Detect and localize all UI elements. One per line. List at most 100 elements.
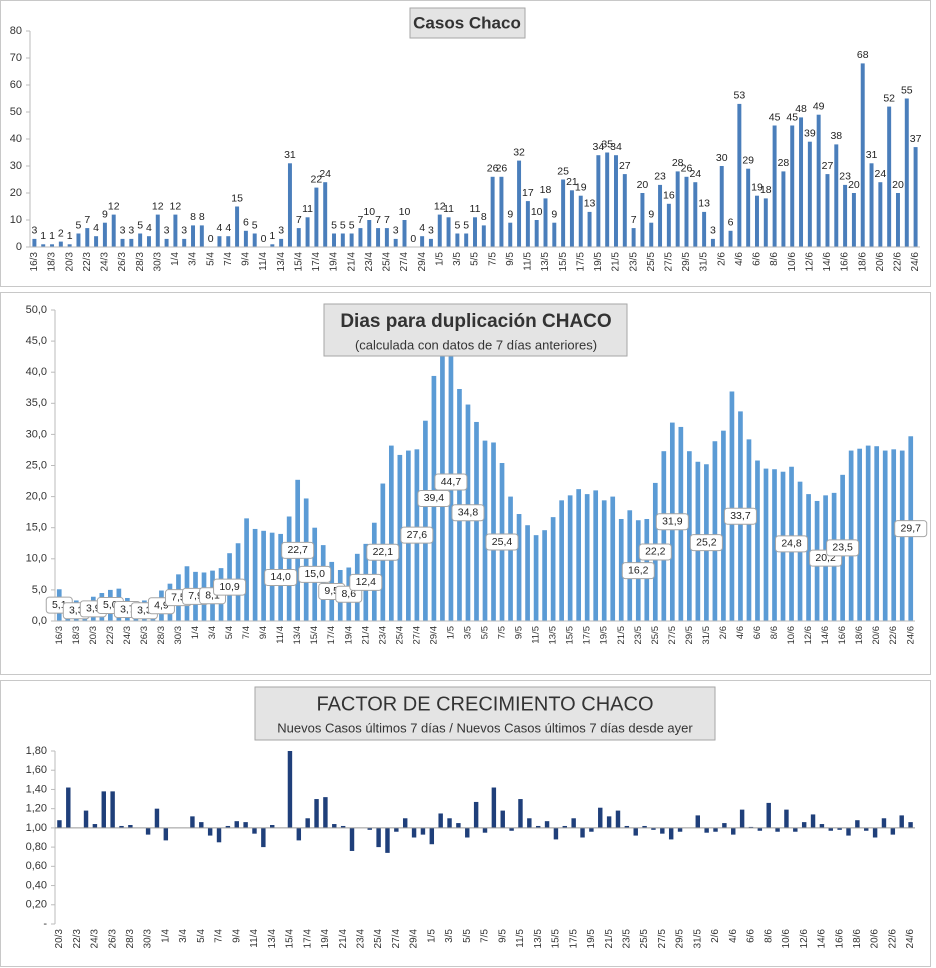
x-tick-label: 14/6 <box>820 626 831 645</box>
x-tick-label: 17/4 <box>302 929 313 949</box>
data-label: 3 <box>120 225 126 237</box>
data-label: 12 <box>152 200 164 212</box>
x-tick-label: 22/6 <box>888 626 899 645</box>
x-tick-label: 19/5 <box>593 252 604 272</box>
data-label: 4 <box>93 222 99 234</box>
x-tick-label: 7/5 <box>487 252 498 266</box>
bar <box>384 228 389 247</box>
data-label: 7 <box>84 214 90 226</box>
bar <box>225 825 231 828</box>
y-tick-label: 30 <box>10 160 22 172</box>
bar <box>446 217 451 247</box>
title-background <box>254 686 716 741</box>
x-tick-label: 1/4 <box>190 626 201 639</box>
bar <box>154 808 160 828</box>
data-label: 23 <box>839 171 851 183</box>
y-tick-label: 70 <box>10 52 22 64</box>
bar <box>660 827 665 834</box>
x-tick-label: 2/6 <box>716 252 727 266</box>
data-label: 7 <box>296 214 302 226</box>
x-tick-label: 24/6 <box>910 252 921 272</box>
bar <box>429 827 435 845</box>
x-tick-label: 22/3 <box>72 929 83 949</box>
data-label: 15 <box>231 192 243 204</box>
y-tick-label: 45,0 <box>26 335 47 347</box>
bar <box>713 827 718 832</box>
data-label-box <box>213 578 247 596</box>
x-tick-label: 24/6 <box>905 929 916 949</box>
data-label: 48 <box>795 103 807 115</box>
bar <box>270 825 275 828</box>
x-tick-label: 20/3 <box>64 252 75 272</box>
data-label: 1 <box>269 230 275 242</box>
data-label: 33,7 <box>730 510 751 522</box>
data-label: 45 <box>769 111 781 123</box>
bar <box>624 825 630 828</box>
x-tick-label: 15/4 <box>285 929 296 949</box>
bar <box>367 220 372 247</box>
y-tick-label: 60 <box>10 79 22 91</box>
x-tick-label: 17/5 <box>582 626 593 645</box>
x-tick-label: 15/4 <box>293 252 304 272</box>
bar <box>571 818 576 828</box>
bar <box>128 825 133 828</box>
bar <box>593 490 599 621</box>
x-tick-label: 25/5 <box>639 929 650 949</box>
data-label: 9 <box>551 208 557 220</box>
bar <box>860 63 865 248</box>
bar <box>376 827 381 848</box>
data-label-box <box>434 473 468 491</box>
y-tick-label: 20,0 <box>26 491 47 503</box>
x-tick-label: 7/5 <box>480 929 491 943</box>
x-tick-label: 29/5 <box>675 929 686 949</box>
bar <box>793 827 798 832</box>
bar <box>834 144 839 247</box>
data-label: 4 <box>419 222 425 234</box>
bar <box>533 535 539 621</box>
x-tick-label: 5/5 <box>462 929 473 943</box>
x-tick-label: 16/6 <box>834 929 845 949</box>
bar <box>323 797 328 828</box>
x-tick-label: 24/6 <box>905 626 916 645</box>
bar <box>677 827 683 832</box>
x-tick-label: 25/4 <box>394 626 405 645</box>
bar <box>516 514 522 621</box>
x-tick-label: 1/4 <box>170 252 181 266</box>
x-tick-label: 11/5 <box>531 626 542 644</box>
chart-panel: 0,0 5,0 10,0 15,0 20,0 25,0 30,0 35,0 40,0 45,0 50… <box>0 292 931 675</box>
data-label: 28 <box>672 157 684 169</box>
x-tick-label: 15/5 <box>551 929 562 949</box>
x-tick-label: 12/6 <box>799 929 810 949</box>
data-label: 3 <box>128 225 134 237</box>
data-label-box <box>775 535 809 553</box>
data-label: 27 <box>619 160 631 172</box>
data-label: 6 <box>243 217 249 229</box>
x-tick-label: 29/4 <box>417 252 428 272</box>
bar <box>191 225 196 247</box>
data-label: 18 <box>760 184 772 196</box>
x-tick-label: 25/5 <box>646 252 657 272</box>
x-tick-label: 11/4 <box>258 252 269 271</box>
bar <box>83 810 89 828</box>
x-tick-label: 9/5 <box>505 252 516 266</box>
bar <box>618 518 624 621</box>
bar <box>631 228 636 247</box>
x-tick-label: 11/5 <box>515 929 526 948</box>
x-tick-label: 1/5 <box>434 252 445 266</box>
x-tick-label: 25/4 <box>373 929 384 949</box>
data-label: 44,7 <box>441 476 462 488</box>
bar <box>799 117 804 248</box>
x-tick-label: 27/4 <box>399 252 410 272</box>
bar <box>145 827 151 835</box>
data-label: 3 <box>31 225 37 237</box>
x-tick-label: 5/5 <box>480 626 491 639</box>
bar <box>622 174 627 247</box>
data-label: 3 <box>278 225 284 237</box>
x-tick-label: 8/6 <box>769 252 780 266</box>
x-tick-label: 9/4 <box>241 252 252 266</box>
bar <box>550 517 556 621</box>
bar <box>584 494 590 621</box>
data-label: 26 <box>487 163 499 175</box>
data-label: 39 <box>804 127 816 139</box>
bar <box>772 125 777 247</box>
